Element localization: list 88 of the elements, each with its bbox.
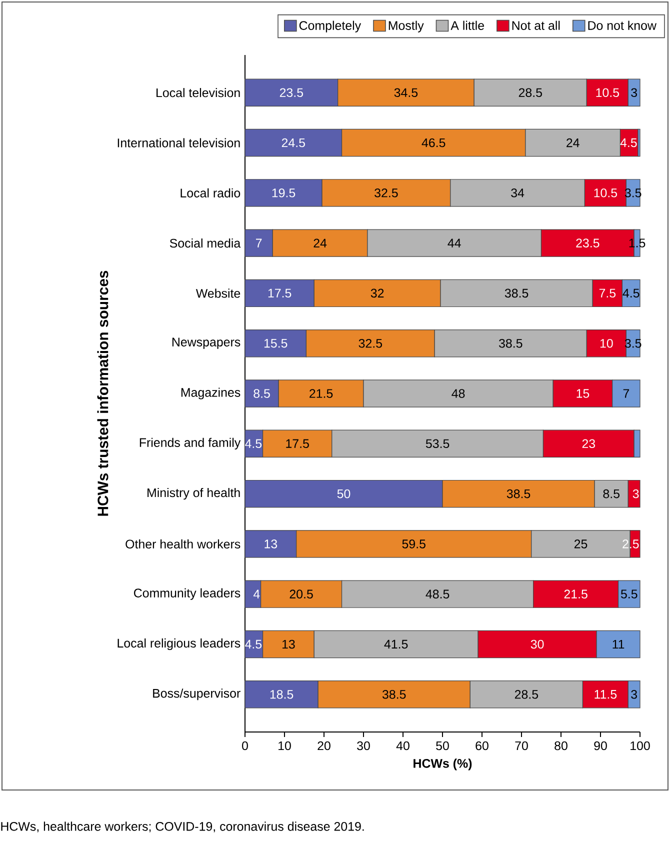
data-label: 15 — [576, 389, 590, 398]
data-label: 18.5 — [270, 690, 294, 699]
x-tick-label: 30 — [357, 741, 370, 750]
data-label: 24 — [314, 238, 327, 248]
data-label: 25 — [574, 540, 588, 548]
legend-label: Completely — [299, 20, 362, 32]
data-label: 21.5 — [310, 389, 333, 398]
data-label: 21.5 — [564, 590, 588, 598]
data-label: 38.5 — [382, 690, 406, 699]
data-label: 48 — [452, 389, 465, 398]
x-tick-label: 50 — [436, 741, 449, 750]
data-label: 28.5 — [518, 88, 542, 98]
data-label: 4 — [253, 590, 260, 598]
data-label: 38.5 — [506, 489, 530, 498]
data-label: 30 — [530, 640, 544, 649]
y-axis-title: HCWs trusted information sources — [97, 270, 108, 516]
data-label: 5.5 — [620, 590, 638, 598]
data-label: 10 — [600, 338, 613, 348]
data-label: 44 — [448, 238, 461, 248]
data-label: 19.5 — [272, 188, 296, 198]
data-label: 38.5 — [504, 288, 528, 298]
legend-label: Mostly — [388, 20, 424, 32]
data-label: 34.5 — [394, 88, 418, 98]
data-label: 3 — [632, 489, 639, 498]
data-label: 4.5 — [622, 288, 640, 298]
data-label: 7 — [256, 238, 262, 248]
data-label: 4.5 — [245, 439, 262, 448]
text: HCWs, healthcare workers; COVID-19, coronavirus disease 2019. — [1, 822, 364, 832]
legend-label: Not at all — [512, 20, 560, 30]
x-tick-label: 60 — [476, 741, 488, 750]
data-label: 8.5 — [603, 489, 620, 498]
data-label: 23.5 — [576, 238, 600, 248]
data-label: 13 — [282, 640, 295, 649]
x-tick-label: 100 — [630, 741, 650, 750]
data-label: 32.5 — [374, 188, 398, 198]
y-tick-label: Community leaders — [134, 588, 240, 600]
data-label: 28.5 — [514, 690, 538, 699]
y-tick-label: Boss/supervisor — [153, 688, 240, 700]
data-label: 53.5 — [426, 439, 450, 448]
data-label: 23.5 — [280, 88, 304, 98]
data-label: 32.5 — [358, 338, 382, 348]
data-label: 7 — [623, 389, 630, 398]
data-label: 15.5 — [264, 339, 288, 348]
data-label: 3 — [631, 88, 637, 98]
data-label: 48.5 — [426, 590, 450, 598]
x-tick-label: 80 — [554, 741, 568, 750]
legend-label: A little — [450, 20, 484, 30]
y-tick-label: Ministry of health — [148, 488, 240, 500]
data-label: 11.5 — [594, 690, 617, 699]
data-label: 59.5 — [402, 540, 426, 548]
legend-label: Do not know — [588, 20, 657, 30]
data-label: 41.5 — [384, 640, 408, 649]
y-tick-label: Local television — [156, 88, 240, 98]
x-tick-label: 20 — [318, 741, 330, 750]
x-tick-label: 70 — [515, 741, 528, 750]
data-label: 50 — [337, 489, 350, 498]
x-tick-label: 10 — [278, 741, 291, 750]
data-label: 10.5 — [596, 88, 620, 98]
y-tick-label: International television — [118, 138, 240, 148]
data-label: 38.5 — [498, 338, 522, 348]
y-tick-label: Social media — [170, 238, 241, 248]
x-tick-label: 0 — [242, 741, 248, 750]
y-tick-label: Friends and family — [140, 438, 241, 450]
data-label: 8.5 — [254, 389, 270, 398]
data-label: 3 — [631, 690, 637, 699]
y-tick-label: Local religious leaders — [118, 638, 240, 650]
data-label: 20.5 — [290, 590, 313, 598]
data-label: 23 — [582, 439, 596, 448]
x-tick-label: 40 — [396, 741, 410, 750]
data-label: 10.5 — [594, 188, 618, 198]
y-tick-label: Website — [196, 288, 240, 298]
data-label: 4.5 — [245, 640, 262, 649]
x-axis-title: HCWs (%) — [414, 758, 472, 770]
y-tick-label: Other health workers — [126, 539, 240, 549]
x-tick-label: 90 — [594, 741, 607, 750]
y-tick-label: Local radio — [180, 188, 240, 198]
data-label: 24.5 — [282, 138, 305, 148]
data-label: 32 — [370, 288, 384, 298]
data-label: 13 — [264, 540, 278, 548]
data-label: 24 — [566, 138, 580, 148]
y-tick-label: Newspapers — [172, 338, 240, 349]
data-label: 34 — [511, 188, 524, 198]
data-label: 17.5 — [286, 439, 309, 448]
data-label: 46.5 — [422, 138, 446, 148]
data-label: 7.5 — [599, 288, 616, 298]
data-label: 11 — [612, 640, 624, 649]
data-label: 17.5 — [268, 288, 292, 298]
y-tick-label: Magazines — [181, 388, 240, 400]
